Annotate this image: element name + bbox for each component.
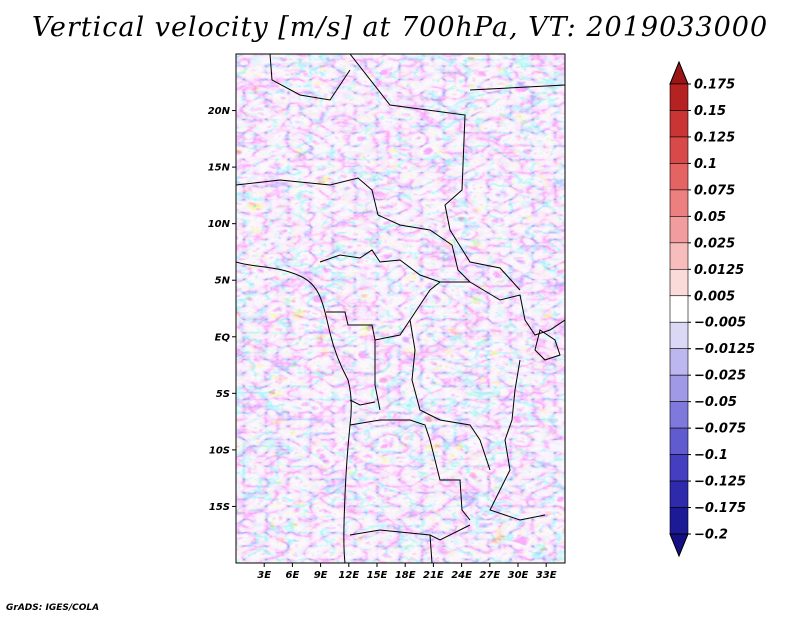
colorbar-label: −0.0125 [694, 342, 755, 357]
colorbar-segment [669, 454, 689, 482]
colorbar-segment [669, 401, 689, 429]
colorbar-segment [669, 110, 689, 138]
colorbar-segment [669, 427, 689, 455]
lon-tick-label: 15E [367, 570, 388, 581]
colorbar-label: −0.075 [694, 422, 746, 437]
colorbar-label: 0.0125 [694, 263, 744, 278]
colorbar-label: 0.05 [694, 210, 726, 225]
colorbar-segment [669, 216, 689, 244]
lon-tick-label: 6E [286, 570, 300, 581]
colorbar-label: 0.075 [694, 183, 735, 198]
colorbar-segment [669, 374, 689, 402]
colorbar-segment [669, 348, 689, 376]
map-area [236, 54, 565, 563]
colorbar-label: 0.025 [694, 236, 735, 251]
colorbar-label: −0.05 [694, 395, 737, 410]
lon-tick-label: 33E [536, 570, 557, 581]
colorbar-segment [669, 163, 689, 191]
lat-tick-label: 15N [208, 163, 231, 174]
colorbar-label: −0.2 [694, 528, 728, 543]
lon-tick-label: 3E [257, 570, 271, 581]
colorbar-label: −0.1 [694, 448, 728, 463]
lat-tick-label: 5S [216, 389, 230, 400]
lat-tick-label: 10S [209, 445, 230, 456]
lon-tick-label: 18E [395, 570, 416, 581]
colorbar-segment [669, 189, 689, 217]
colorbar-label: −0.125 [694, 475, 746, 490]
colorbar-label: 0.15 [694, 104, 726, 119]
country-boundaries [236, 54, 565, 563]
colorbar-segment [669, 480, 689, 508]
colorbar-legend: 0.175 0.15 0.125 0.1 0.075 0.05 0.025 0.0125 0.0… [669, 60, 755, 558]
lon-tick-label: 9E [314, 570, 328, 581]
colorbar-label: −0.005 [694, 316, 746, 331]
colorbar-bottom-arrow [669, 533, 689, 558]
lat-tick-label: EQ [215, 332, 231, 343]
colorbar-segment [669, 83, 689, 111]
lon-tick-label: 21E [423, 570, 444, 581]
lat-tick-label: 20N [208, 106, 231, 117]
colorbar-segment [669, 136, 689, 164]
colorbar-label: −0.175 [694, 501, 746, 516]
lon-tick-label: 27E [479, 570, 500, 581]
chart-title: Vertical velocity [m/s] at 700hPa, VT: 2… [31, 12, 769, 43]
colorbar-label: 0.175 [694, 78, 735, 93]
grads-credit: GrADS: IGES/COLA [6, 603, 100, 613]
colorbar-label: 0.1 [694, 157, 717, 172]
colorbar-segment [669, 242, 689, 270]
lat-tick-label: 10N [208, 219, 231, 230]
longitude-axis: 3E 6E 9E 12E 15E 18E 21E 24E 27E 30E 33E [257, 563, 557, 581]
lat-tick-label: 5N [215, 276, 231, 287]
colorbar-segment [669, 507, 689, 535]
colorbar-segment [669, 321, 689, 350]
lon-tick-label: 24E [451, 570, 472, 581]
lat-tick-label: 15S [209, 502, 230, 513]
map-frame [235, 53, 566, 564]
colorbar-top-arrow [669, 60, 689, 85]
colorbar-label: −0.025 [694, 369, 746, 384]
colorbar-segment [669, 268, 689, 297]
lon-tick-label: 30E [508, 570, 529, 581]
colorbar-label: 0.005 [694, 289, 735, 304]
colorbar-label: 0.125 [694, 130, 735, 145]
lon-tick-label: 12E [338, 570, 359, 581]
colorbar-segment [669, 295, 689, 323]
latitude-axis: 20N 15N 10N 5N EQ 5S 10S 15S [208, 106, 236, 513]
